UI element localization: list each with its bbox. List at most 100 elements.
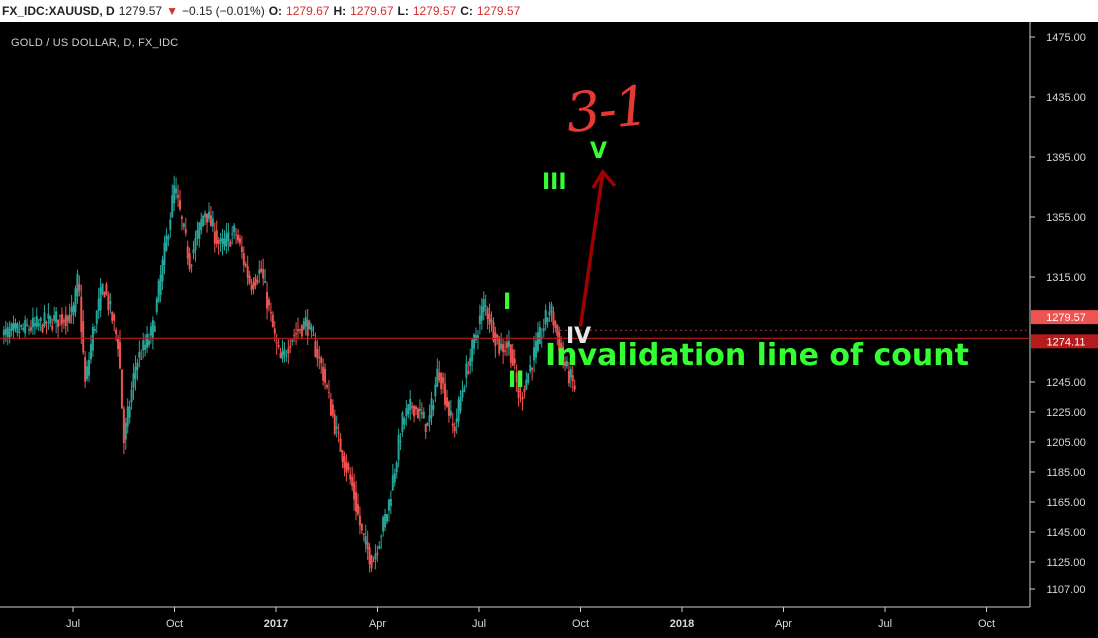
candle-body: [124, 422, 127, 440]
candle-body: [33, 322, 36, 327]
candle-body: [366, 541, 369, 550]
projection-arrow-shaft: [578, 171, 605, 327]
candle-body: [455, 418, 458, 423]
symbol-name[interactable]: FX_IDC:XAUUSD, D: [2, 4, 115, 18]
candle-body: [413, 405, 416, 417]
candle-body: [407, 404, 410, 415]
candle-body: [285, 355, 288, 357]
candle-body: [51, 325, 54, 330]
candle-body: [47, 313, 50, 319]
candle-body: [310, 326, 313, 332]
candle-body: [88, 359, 91, 376]
candle-body: [231, 233, 234, 235]
candle-body: [74, 288, 77, 313]
candle-body: [445, 397, 448, 407]
candle-body: [66, 316, 69, 321]
candle-body: [298, 329, 301, 331]
candle-body: [256, 280, 259, 283]
candle-body: [221, 237, 224, 244]
candle-body: [186, 246, 189, 259]
candle-body: [517, 381, 520, 399]
price-tick-label: 1125.00: [1047, 557, 1086, 569]
candle-body: [457, 399, 460, 422]
candle-body: [490, 319, 493, 323]
candle-body: [215, 230, 218, 244]
time-ticks: Jul Oct 2017 Apr Jul Oct 2018 Apr Jul Oct: [66, 607, 995, 630]
candle-body: [300, 325, 303, 337]
candle-body: [536, 332, 539, 352]
candle-body: [235, 234, 238, 236]
price-chart[interactable]: 1274.11 1279.57 1475.00 1435.00 1395.00 1355…: [0, 22, 1098, 638]
candle-body: [184, 229, 187, 234]
candle-body: [382, 516, 385, 532]
candle-body: [509, 344, 512, 363]
time-tick-label: Apr: [775, 618, 792, 630]
candle-body: [337, 431, 340, 433]
candle-body: [109, 301, 112, 305]
candle-body: [262, 269, 265, 279]
candle-body: [573, 385, 576, 390]
candle-body: [498, 337, 501, 354]
candle-body: [335, 426, 338, 429]
candle-body: [418, 408, 421, 412]
candle-body: [130, 389, 133, 403]
candle-body: [252, 282, 255, 289]
candle-body: [444, 383, 447, 405]
candle-body: [546, 317, 549, 322]
candle-body: [422, 411, 425, 419]
candle-body: [480, 306, 483, 321]
candle-body: [8, 329, 11, 338]
candle-body: [339, 438, 342, 452]
candle-body: [403, 418, 406, 425]
candle-body: [531, 367, 534, 370]
candle-body: [37, 322, 40, 327]
candle-body: [146, 334, 149, 348]
candle-body: [349, 474, 352, 480]
candle-body: [556, 325, 559, 336]
candle-body: [502, 343, 505, 353]
candle-body: [237, 235, 240, 241]
candle-body: [515, 372, 518, 382]
candle-body: [240, 246, 243, 252]
candle-body: [138, 351, 141, 358]
candle-body: [115, 329, 118, 335]
candle-body: [68, 314, 71, 324]
candle-body: [312, 334, 315, 336]
down-arrow-icon: ▼: [166, 4, 178, 18]
candle-body: [304, 317, 307, 327]
handwritten-note: 3-1: [562, 73, 651, 146]
projection-arrow: [578, 169, 617, 327]
candle-body: [86, 366, 89, 380]
time-tick-label: Apr: [369, 618, 386, 630]
time-tick-label: Oct: [978, 618, 995, 630]
candle-body: [49, 315, 52, 324]
candle-body: [523, 389, 526, 393]
candle-body: [273, 328, 276, 334]
candle-body: [120, 369, 123, 409]
candle-body: [57, 319, 60, 327]
candle-body: [293, 334, 296, 336]
time-tick-label: Jul: [878, 618, 892, 630]
high-value: 1279.67: [350, 4, 394, 18]
chart-area[interactable]: 1274.11 1279.57 1475.00 1435.00 1395.00 1355…: [0, 22, 1098, 638]
candle-body: [291, 339, 294, 342]
candle-body: [482, 299, 485, 312]
candle-body: [136, 362, 139, 370]
candle-body: [473, 334, 476, 349]
candle-body: [316, 349, 319, 359]
candle-body: [107, 294, 110, 311]
candle-body: [190, 264, 193, 266]
high-label: H:: [333, 4, 347, 18]
candle-body: [271, 314, 274, 328]
candle-body: [188, 253, 191, 270]
candle-body: [558, 331, 561, 351]
candle-body: [459, 396, 462, 412]
candle-body: [471, 339, 474, 362]
candle-body: [39, 317, 42, 322]
candle-body: [475, 335, 478, 340]
candle-body: [295, 333, 298, 335]
candle-body: [461, 390, 464, 398]
price-tick-label: 1145.00: [1047, 527, 1086, 539]
candle-body: [347, 463, 350, 471]
candle-body: [258, 269, 261, 274]
